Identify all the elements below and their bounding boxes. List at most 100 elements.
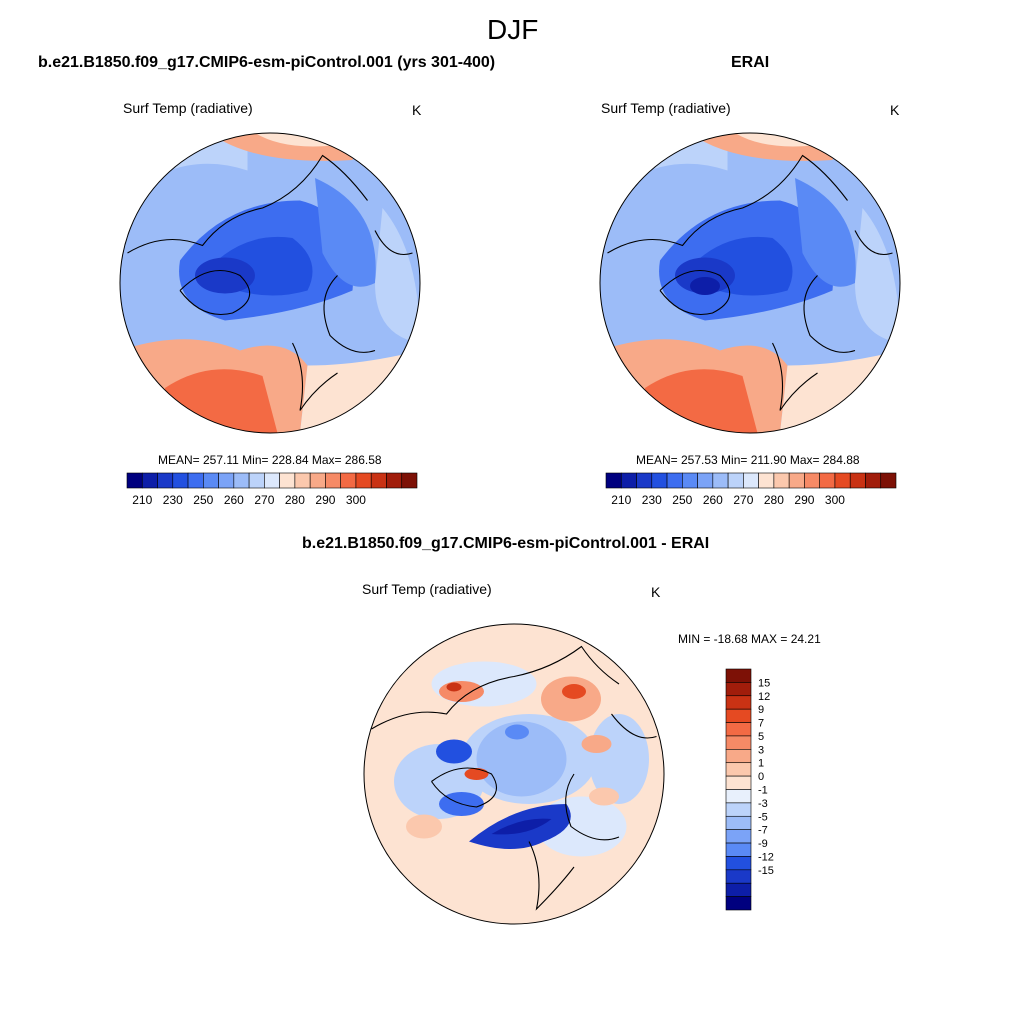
colorbar-tick-label: -12	[758, 851, 774, 863]
coastline	[528, 841, 575, 911]
colorbar-tick-label: -15	[758, 865, 774, 877]
coastline	[607, 154, 848, 254]
colorbar-swatch	[309, 472, 326, 489]
colorbar-swatch	[666, 472, 683, 489]
field-cold	[491, 818, 552, 835]
colorbar-swatch	[172, 472, 189, 489]
field-cold	[690, 277, 720, 295]
colorbar-tick-label: -3	[758, 798, 768, 810]
coastline	[431, 767, 497, 808]
colorbar-tick-label: 280	[285, 493, 305, 507]
colorbar-tick-label: 300	[346, 493, 366, 507]
colorbar-swatch	[834, 472, 851, 489]
colorbar-tick-label: 210	[132, 493, 152, 507]
colorbar-swatch	[725, 896, 752, 911]
map-erai-border	[599, 132, 901, 434]
colorbar-tick-label: 290	[794, 493, 814, 507]
field-warm	[165, 369, 278, 433]
colorbar-tick-label: 15	[758, 677, 770, 689]
colorbar-difference: 15 129 753 10 -1-3-5 -7-9-12 -15	[725, 668, 774, 911]
panel-2-title: ERAI	[731, 54, 770, 71]
coastline	[565, 773, 620, 841]
field-cold	[675, 257, 735, 294]
colorbar-swatch	[725, 882, 752, 897]
colorbar-swatch	[725, 668, 752, 683]
panel-1-title: b.e21.B1850.f09_g17.CMIP6-esm-piControl.…	[38, 54, 496, 71]
page-title: DJF	[487, 14, 539, 45]
colorbar-tick-label: 210	[611, 493, 631, 507]
field-warm	[562, 684, 586, 699]
colorbar-swatch	[355, 472, 372, 489]
colorbar-swatch	[725, 775, 752, 790]
colorbar-tick-label: -5	[758, 811, 768, 823]
colorbar-swatch	[725, 735, 752, 750]
panel-2-stats: MEAN= 257.53 Min= 211.90 Max= 284.88	[636, 453, 860, 467]
colorbar-swatch	[865, 472, 882, 489]
coastline	[611, 713, 657, 739]
field-cool	[476, 721, 567, 797]
map-difference	[364, 624, 664, 924]
colorbar-swatch	[248, 472, 265, 489]
coastline	[854, 230, 893, 255]
field-warm	[541, 676, 601, 722]
panel-2-variable: Surf Temp (radiative)	[601, 100, 731, 116]
colorbar-swatch	[636, 472, 653, 489]
colorbar-swatch	[325, 472, 341, 489]
colorbar-tick-label: 3	[758, 744, 764, 756]
coastline	[659, 269, 731, 316]
field-warm	[464, 768, 489, 780]
colorbar-tick-label: 270	[254, 493, 274, 507]
colorbar-tick-label: 300	[825, 493, 845, 507]
colorbar-swatch	[725, 708, 752, 723]
field-band	[375, 208, 420, 343]
colorbar-tick-label: 7	[758, 718, 764, 730]
field-warm	[645, 369, 758, 433]
colorbar-tick-label: 5	[758, 731, 764, 743]
colorbar-swatch	[725, 856, 752, 871]
colorbar-swatch	[773, 472, 790, 489]
colorbar-swatch	[725, 762, 752, 777]
map-erai	[600, 133, 900, 433]
colorbar-swatch	[279, 472, 296, 489]
colorbar-swatch	[727, 472, 744, 489]
colorbar-swatch	[725, 789, 752, 804]
colorbar-tick-label: 280	[764, 493, 784, 507]
colorbar-swatch	[218, 472, 235, 489]
colorbar-tick-label: 1	[758, 758, 764, 770]
colorbar-swatch	[880, 472, 897, 489]
colorbar-swatch	[725, 815, 752, 830]
coastline	[803, 275, 856, 353]
colorbar-swatch	[294, 472, 311, 489]
coastline	[323, 275, 376, 353]
panel-2-units: K	[890, 102, 900, 118]
panel-3-units: K	[651, 584, 661, 600]
colorbar-swatch	[203, 472, 219, 489]
map-model-border	[119, 132, 421, 434]
colorbar-swatch	[725, 682, 752, 697]
field-cold	[195, 257, 255, 294]
colorbar-swatch	[620, 472, 637, 489]
colorbar-swatch	[264, 472, 280, 489]
panel-3-stats: MIN = -18.68 MAX = 24.21	[678, 632, 821, 646]
colorbar-tick-label: -9	[758, 838, 768, 850]
colorbar-tick-label: 230	[642, 493, 662, 507]
panel-1-units: K	[412, 102, 422, 118]
colorbar-swatch	[157, 472, 174, 489]
panel-3-title: b.e21.B1850.f09_g17.CMIP6-esm-piControl.…	[302, 535, 710, 552]
colorbar-swatch	[788, 472, 805, 489]
colorbar-swatch	[605, 472, 622, 489]
field-band	[855, 208, 900, 343]
map-model	[120, 133, 420, 433]
field-cold	[795, 178, 856, 287]
colorbar-swatch	[725, 749, 752, 764]
colorbar-swatch	[697, 472, 714, 489]
colorbar-swatch	[712, 472, 729, 489]
colorbar-tick-label: 260	[703, 493, 723, 507]
panel-3-variable: Surf Temp (radiative)	[362, 581, 492, 597]
colorbar-swatch	[725, 802, 752, 817]
colorbar-erai: 210 230 250 260 270 280 290 300	[605, 472, 897, 507]
field-warm	[406, 814, 442, 839]
coastline	[127, 154, 368, 254]
colorbar-tick-label: 12	[758, 691, 770, 703]
